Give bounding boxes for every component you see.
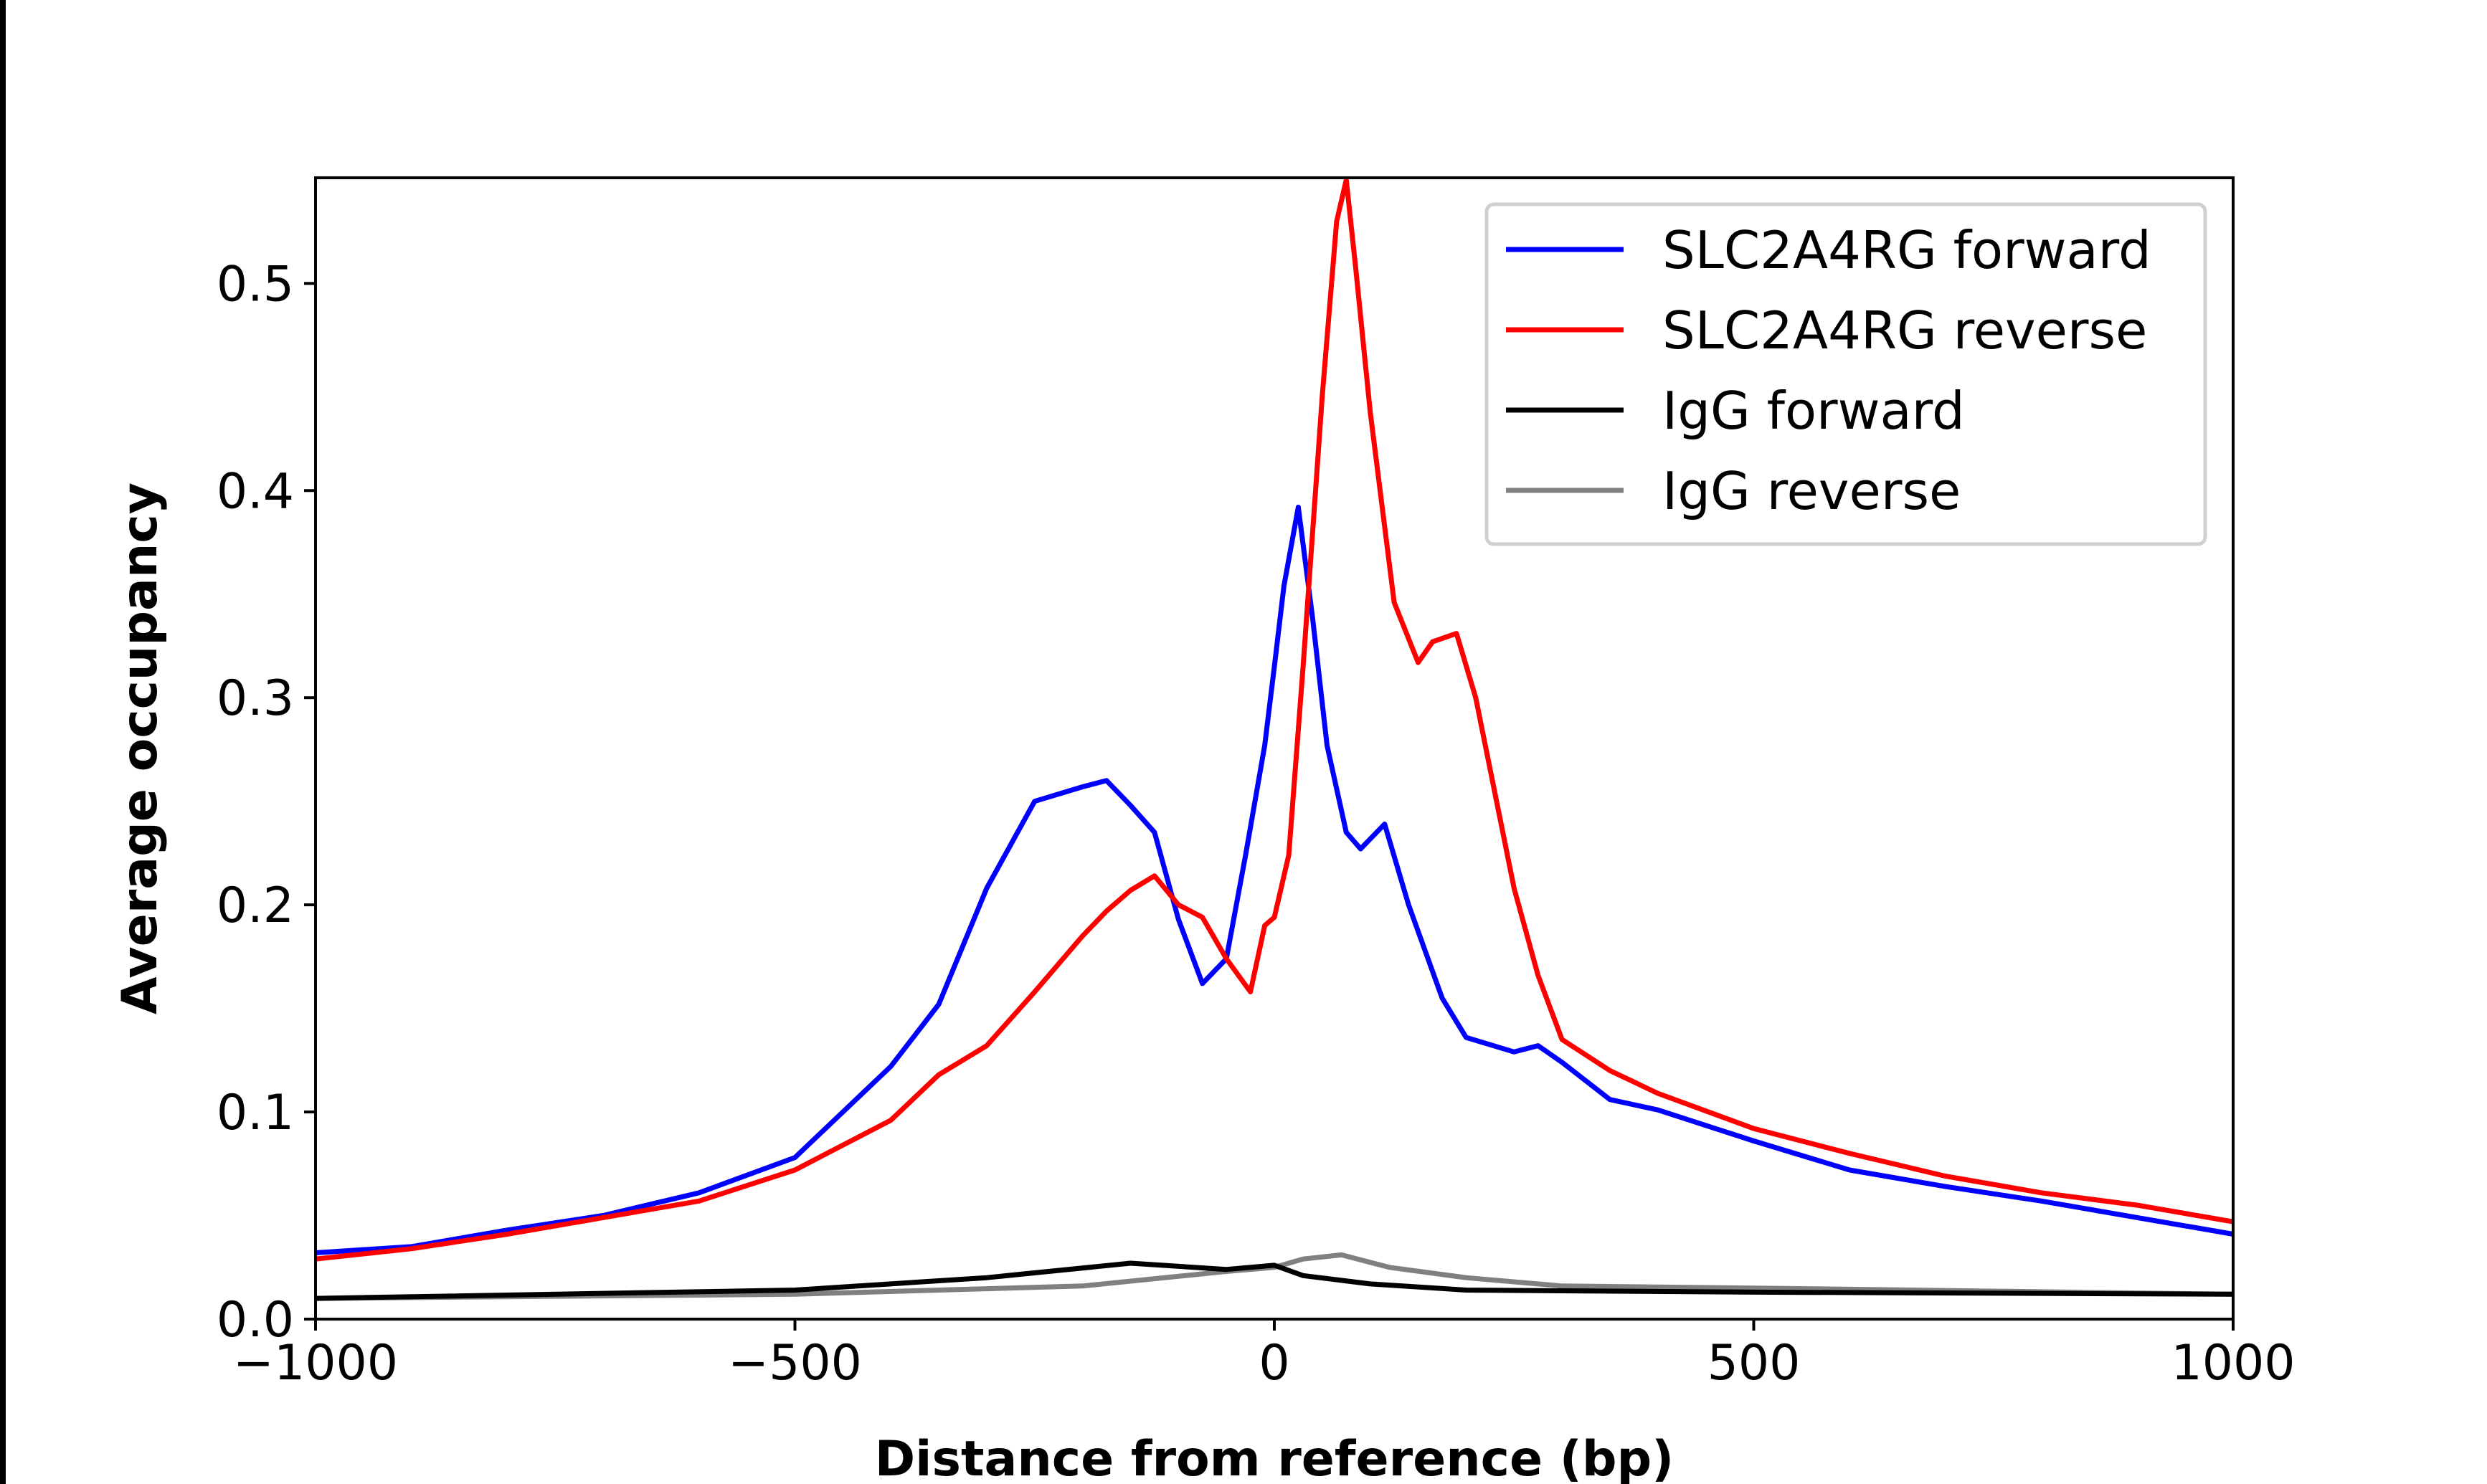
x-tick-label: −1000 — [233, 1335, 398, 1392]
y-tick-label: 0.1 — [217, 1085, 294, 1141]
series-line-slc2a4rg-forward — [315, 504, 2234, 1255]
legend-label: IgG reverse — [1662, 461, 1961, 521]
legend-box — [1484, 202, 2207, 546]
legend-label: SLC2A4RG reverse — [1662, 300, 2147, 361]
series-line-slc2a4rg-reverse — [315, 177, 2234, 1262]
left-edge-bar — [0, 0, 6, 1484]
x-tick-label: 1000 — [2171, 1335, 2295, 1392]
y-axis-label: Average occupancy — [112, 482, 169, 1014]
x-tick-label: −500 — [728, 1335, 862, 1392]
y-tick-label: 0.3 — [217, 670, 294, 727]
series-line-igg-reverse — [315, 1252, 2234, 1301]
x-axis-label: Distance from reference (bp) — [875, 1431, 1674, 1484]
x-tick-label: 0 — [1259, 1335, 1289, 1392]
y-tick-label: 0.4 — [217, 463, 294, 520]
series-line-igg-forward — [315, 1260, 2234, 1301]
legend-label: IgG forward — [1662, 381, 1965, 441]
y-tick-label: 0.0 — [217, 1292, 294, 1349]
legend-label: SLC2A4RG forward — [1662, 220, 2151, 280]
series-layer — [315, 177, 2234, 1301]
y-tick-label: 0.2 — [217, 877, 294, 934]
y-tick-label: 0.5 — [217, 256, 294, 313]
legend: SLC2A4RG forward SLC2A4RG reverse IgG forw… — [1484, 202, 2207, 546]
y-axis: 0.0 0.1 0.2 0.3 0.4 0.5 — [217, 256, 316, 1349]
x-axis: −1000 −500 0 500 1000 — [233, 1319, 2296, 1392]
x-tick-label: 500 — [1707, 1335, 1801, 1392]
